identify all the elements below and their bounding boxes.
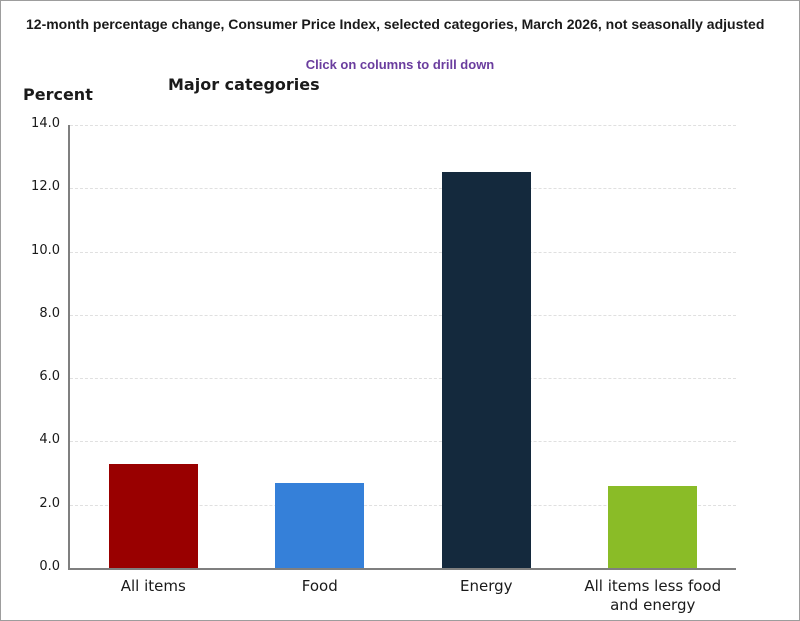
gridline [70,441,736,443]
y-tick-label: 2.0 [39,495,60,511]
y-tick-label: 6.0 [39,369,60,385]
gridline [70,378,736,380]
plot-area: 0.0 2.0 4.0 6.0 8.0 10.0 12.0 14.0 All items Foo… [31,116,736,614]
bar-food[interactable] [275,482,365,568]
gridline [70,125,736,126]
gridline [70,251,736,253]
gridline [70,188,736,190]
y-axis-unit-label: Percent [23,85,93,104]
y-tick-label: 8.0 [39,305,60,321]
y-tick-label: 10.0 [31,242,60,258]
chart-main-title: 12-month percentage change, Consumer Pri… [26,16,765,32]
bar-all-items[interactable] [108,463,198,568]
drill-down-hint: Click on columns to drill down [305,57,495,72]
x-category-label: All items [120,577,186,595]
bar-all-items-less-food-and-energy[interactable] [608,485,698,568]
chart-subtitle: Major categories [168,75,320,94]
x-category-label: Energy [459,577,513,595]
y-tick-label: 0.0 [39,559,60,574]
x-category-label: Food [301,577,338,595]
gridline [70,314,736,316]
bar-energy[interactable] [441,172,531,568]
y-tick-label: 12.0 [31,179,60,195]
y-tick-label: 4.0 [39,432,60,448]
gridline [70,504,736,506]
x-category-label: All items less food and energy [584,577,722,614]
y-tick-label: 14.0 [31,116,60,131]
